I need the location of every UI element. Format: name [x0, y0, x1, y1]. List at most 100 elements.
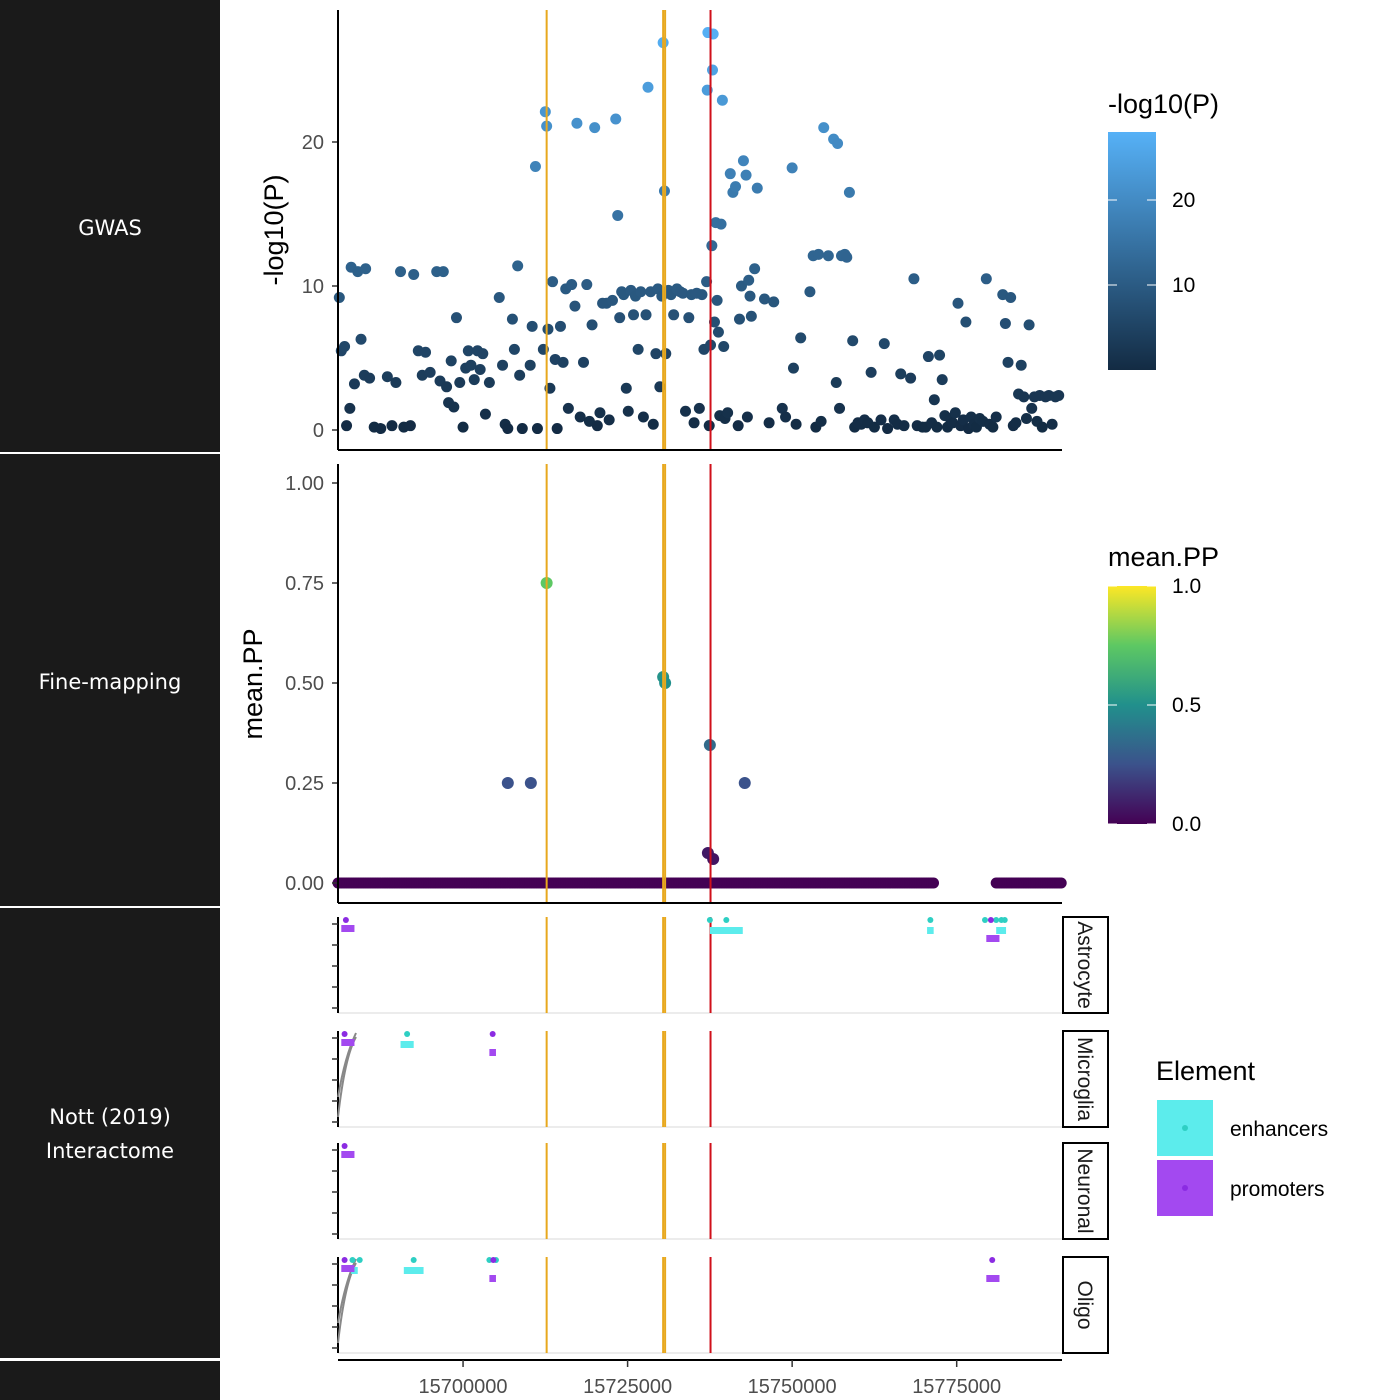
- gwas-point: [931, 421, 943, 433]
- gwas-point: [732, 420, 744, 432]
- gwas-point: [514, 369, 526, 381]
- gwas-point: [1005, 292, 1017, 304]
- gwas-point: [987, 421, 999, 433]
- gwas-point: [364, 372, 376, 384]
- gwas-point: [632, 343, 644, 355]
- gwas-point: [703, 420, 715, 432]
- enhancer-dot: [356, 1257, 363, 1263]
- gwas-point: [749, 263, 761, 275]
- row-label-panels: GWAS Fine-mapping Nott (2019) Interactom…: [0, 0, 220, 1400]
- gwas-point: [865, 366, 877, 378]
- gwas-point: [603, 414, 615, 426]
- gwas-point: [875, 414, 887, 426]
- gwas-point: [1023, 319, 1035, 331]
- facet-strip-label: Oligo: [1073, 1280, 1096, 1329]
- promoter-dot: [341, 1031, 348, 1037]
- gwas-point: [722, 407, 734, 419]
- gwas-point: [566, 279, 578, 291]
- gwas-point: [479, 408, 491, 420]
- gwas-point: [1015, 359, 1027, 371]
- gwas-point: [408, 268, 420, 280]
- element-legend: Element enhancers promoters: [1156, 1056, 1328, 1216]
- gwas-point: [445, 355, 457, 367]
- gwas-point: [569, 300, 581, 312]
- gwas-point: [706, 240, 718, 252]
- gwas-point: [628, 309, 640, 321]
- gwas-point: [743, 274, 755, 286]
- gwas-point: [804, 286, 816, 298]
- gwas-point: [516, 423, 528, 435]
- facet-strip: [1062, 1142, 1109, 1240]
- gwas-point: [333, 292, 345, 304]
- gwas-point: [744, 290, 756, 302]
- gwas-highlight-lines: [545, 10, 712, 450]
- finemap-legend-tick-label: 0.5: [1172, 694, 1201, 717]
- gwas-point: [586, 319, 598, 331]
- gwas-point: [339, 340, 351, 352]
- gwas-point: [395, 266, 407, 278]
- gwas-legend-ticks: 10 20: [1108, 189, 1195, 297]
- gwas-point: [841, 251, 853, 263]
- gwas-point: [834, 402, 846, 414]
- enhancer-dot: [927, 917, 934, 923]
- facet-oligo: Oligo: [332, 1256, 1109, 1354]
- gwas-point: [547, 276, 559, 288]
- gwas-point: [448, 401, 460, 413]
- gwas-point: [637, 411, 649, 423]
- finemap-point: [1055, 877, 1067, 889]
- gwas-point: [960, 316, 972, 328]
- gwas-point: [677, 287, 689, 299]
- finemap-legend-ticks: 0.0 0.5 1.0: [1108, 575, 1201, 836]
- finemap-y-tick-label: 0.50: [285, 673, 324, 695]
- row-label-nott-line2: Interactome: [46, 1139, 174, 1163]
- gwas-point: [768, 296, 780, 308]
- interaction-arc: [337, 1262, 357, 1344]
- gwas-point: [693, 402, 705, 414]
- gwas-point: [581, 279, 593, 291]
- gwas-point: [711, 294, 723, 306]
- finemap-point: [524, 777, 537, 789]
- interaction-arc: [337, 1032, 357, 1098]
- finemap-legend-tick-label: 1.0: [1172, 575, 1201, 598]
- gwas-point: [843, 186, 855, 198]
- gwas-y-tick-label: 10: [302, 276, 324, 298]
- finemap-highlight-lines: [545, 464, 712, 903]
- gwas-point: [465, 359, 477, 371]
- finemap-y-tick-label: 0.00: [285, 873, 324, 895]
- gwas-point: [822, 250, 834, 262]
- gwas-point: [589, 122, 601, 134]
- gwas-point: [390, 376, 402, 388]
- nott-interactome-panel: Astrocyte Microglia Neuronal Oligo: [332, 916, 1109, 1354]
- facet-strip-label: Microglia: [1073, 1037, 1096, 1121]
- facet-neuronal: Neuronal: [332, 1142, 1109, 1240]
- finemap-y-ticks: 0.00 0.25 0.50 0.75 1.00: [285, 473, 338, 895]
- gwas-point: [635, 286, 647, 298]
- gwas-point: [1010, 417, 1022, 429]
- gwas-point: [980, 273, 992, 285]
- finemap-y-tick-label: 0.75: [285, 573, 324, 595]
- gwas-point: [740, 169, 752, 181]
- gwas-point: [952, 297, 964, 309]
- legend-label-promoters: promoters: [1230, 1178, 1325, 1201]
- finemap-points: [332, 577, 1067, 889]
- finemap-point: [707, 853, 720, 865]
- gwas-point: [776, 402, 788, 414]
- gwas-point: [554, 320, 566, 332]
- gwas-point: [1053, 389, 1065, 401]
- gwas-point: [420, 346, 432, 358]
- gwas-point: [751, 182, 763, 194]
- enhancer-bar: [403, 1267, 424, 1274]
- enhancer-dot: [410, 1257, 417, 1263]
- gwas-point: [375, 423, 387, 435]
- gwas-point: [450, 312, 462, 324]
- gwas-point: [908, 273, 920, 285]
- gwas-point: [571, 117, 583, 129]
- gwas-point: [1018, 391, 1030, 403]
- promoter-dot: [342, 917, 349, 923]
- gwas-point: [506, 313, 518, 325]
- finemap-color-legend: mean.PP 0.0 0.5 1.0: [1108, 542, 1219, 836]
- gwas-y-ticks: 0 10 20: [302, 132, 338, 442]
- finemap-y-tick-label: 0.25: [285, 773, 324, 795]
- promoter-dot: [341, 1143, 348, 1149]
- gwas-point: [468, 374, 480, 386]
